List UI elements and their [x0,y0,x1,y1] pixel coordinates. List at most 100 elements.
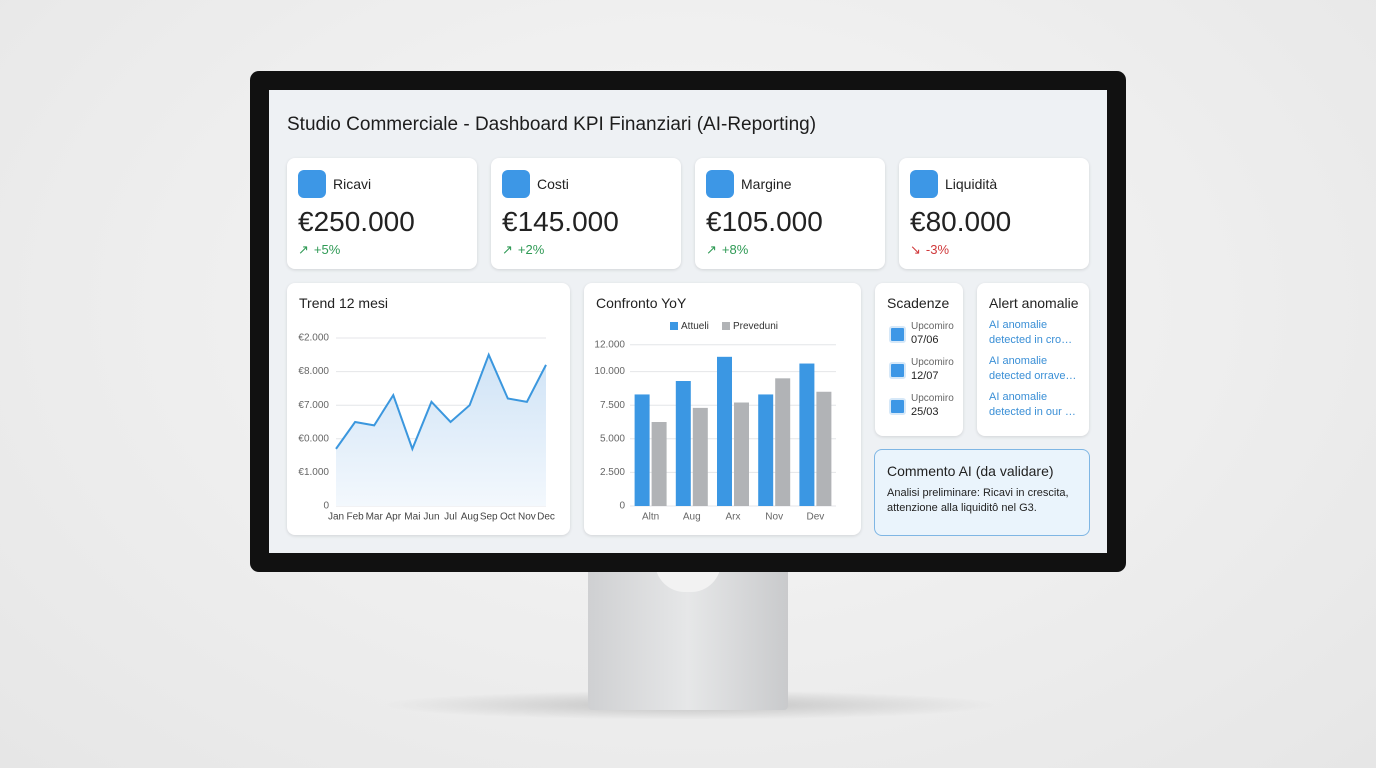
y-tick-label: 0 [323,501,329,512]
bar [734,402,749,506]
alerts-card: Alert anomalie AI anomalie detected in c… [977,283,1089,436]
screen: Studio Commerciale - Dashboard KPI Finan… [269,90,1107,553]
kpi-card: Costi €145.000 ↗ +2% [491,158,681,269]
trend-card: Trend 12 mesi €2.000 €8.000 €7.000 €0.000 €1… [287,283,570,535]
y-tick-label: €2.000 [298,333,329,344]
x-tick-label: Apr [385,512,401,523]
kpi-icon [502,170,530,198]
bar [775,378,791,506]
card-title: Commento AI (da validare) [887,463,1054,479]
deadline-date: 25/03 [911,406,939,418]
y-tick-label: 12.000 [594,339,625,350]
deadline-item: Upcomiro 25/03 [911,393,954,418]
x-tick-label: Dec [537,512,555,523]
kpi-card: Margine €105.000 ↗ +8% [695,158,885,269]
bar [758,394,774,506]
alert-item: AI anomalie detected in cro… [989,319,1073,346]
kpi-value: €145.000 [502,206,619,237]
legend-swatch [670,322,678,330]
kpi-label: Margine [741,176,792,192]
y-tick-label: 5.000 [600,433,625,444]
card-title: Scadenze [887,295,950,311]
kpi-label: Liquidità [945,176,998,192]
deadline-date: 12/07 [911,370,939,382]
area [336,354,546,506]
x-tick-label: Sep [480,512,498,523]
deadline-label: Upcomiro [911,357,954,368]
comment-card: Commento AI (da validare) Analisi prelim… [874,449,1090,536]
y-tick-label: 2.500 [600,467,625,478]
x-tick-label: Altn [642,512,659,523]
kpi-icon [298,170,326,198]
deadlines-card: Scadenze Upcomiro 07/06 Upcomiro 12/07 Upcom… [875,283,963,436]
deadline-item: Upcomiro 12/07 [911,357,954,382]
chart-title: Trend 12 mesi [299,295,388,311]
calendar-icon [889,326,906,343]
x-tick-label: Nov [518,512,536,523]
chart-title: Confronto YoY [596,295,687,311]
legend-label: Preveduni [733,321,778,332]
kpi-label: Costi [537,176,569,192]
x-tick-label: Jan [328,512,344,523]
trend-arrow: ↗ [298,242,309,257]
bar [799,363,815,506]
x-tick-label: Arx [726,512,741,523]
kpi-card: Liquidità €80.000 ↘ -3% [899,158,1089,269]
deadline-date: 07/06 [911,334,939,346]
kpi-change: ↘ -3% [910,242,949,258]
card-title: Alert anomalie [989,295,1079,311]
deadline-label: Upcomiro [911,393,954,404]
x-tick-label: Jul [444,512,457,523]
kpi-value: €80.000 [910,206,1012,237]
y-tick-label: 0 [619,501,625,512]
comment-text: Analisi preliminare: Ricavi in crescita,… [887,487,1069,514]
y-tick-label: €1.000 [298,467,329,478]
alert-item: AI anomalie detected in our … [989,391,1076,418]
legend-swatch [722,322,730,330]
alert-item: AI anomalie detected orrave… [989,355,1077,382]
kpi-change: ↗ +2% [502,242,544,258]
x-tick-label: Dev [807,512,825,523]
kpi-change-text: +8% [721,242,749,257]
bar [634,394,650,506]
bar [651,422,667,506]
bar [717,356,732,506]
x-tick-label: Nov [765,512,783,523]
kpi-value: €250.000 [298,206,415,237]
stand [588,570,788,710]
kpi-change-text: +2% [517,242,545,257]
bar [675,381,691,506]
calendar-icon [889,398,906,415]
x-tick-label: Jun [423,512,439,523]
kpi-icon [706,170,734,198]
kpi-icon [910,170,938,198]
calendar-icon [889,362,906,379]
y-tick-label: €8.000 [298,366,329,377]
kpi-value: €105.000 [706,206,823,237]
kpi-label: Ricavi [333,176,372,192]
trend-arrow: ↗ [502,242,513,257]
kpi-card: Ricavi €250.000 ↗ +5% [287,158,477,269]
x-tick-label: Aug [683,512,701,523]
bar [692,407,708,506]
kpi-change-text: +5% [313,242,341,257]
x-tick-label: Oct [500,512,516,523]
line [335,352,547,452]
y-tick-label: €7.000 [298,400,329,411]
y-tick-label: 10.000 [594,366,625,377]
y-tick-label: €0.000 [298,433,329,444]
yoy-card: Confronto YoY 0 2.500 5.000 7.500 10.000 12.0… [584,283,861,535]
x-tick-label: Mar [366,512,384,523]
title: Studio Commerciale - Dashboard KPI Finan… [287,114,817,135]
deadline-label: Upcomiro [911,321,954,332]
x-tick-label: Feb [346,512,364,523]
bar [816,391,832,506]
x-tick-label: Aug [461,512,479,523]
deadline-item: Upcomiro 07/06 [911,321,954,346]
legend-label: Attueli [681,321,709,332]
bar-chart: 0 2.500 5.000 7.500 10.000 12.000 Attueli Preve… [594,321,836,523]
kpi-change: ↗ +5% [298,242,340,258]
kpi-change-text: -3% [925,242,950,257]
